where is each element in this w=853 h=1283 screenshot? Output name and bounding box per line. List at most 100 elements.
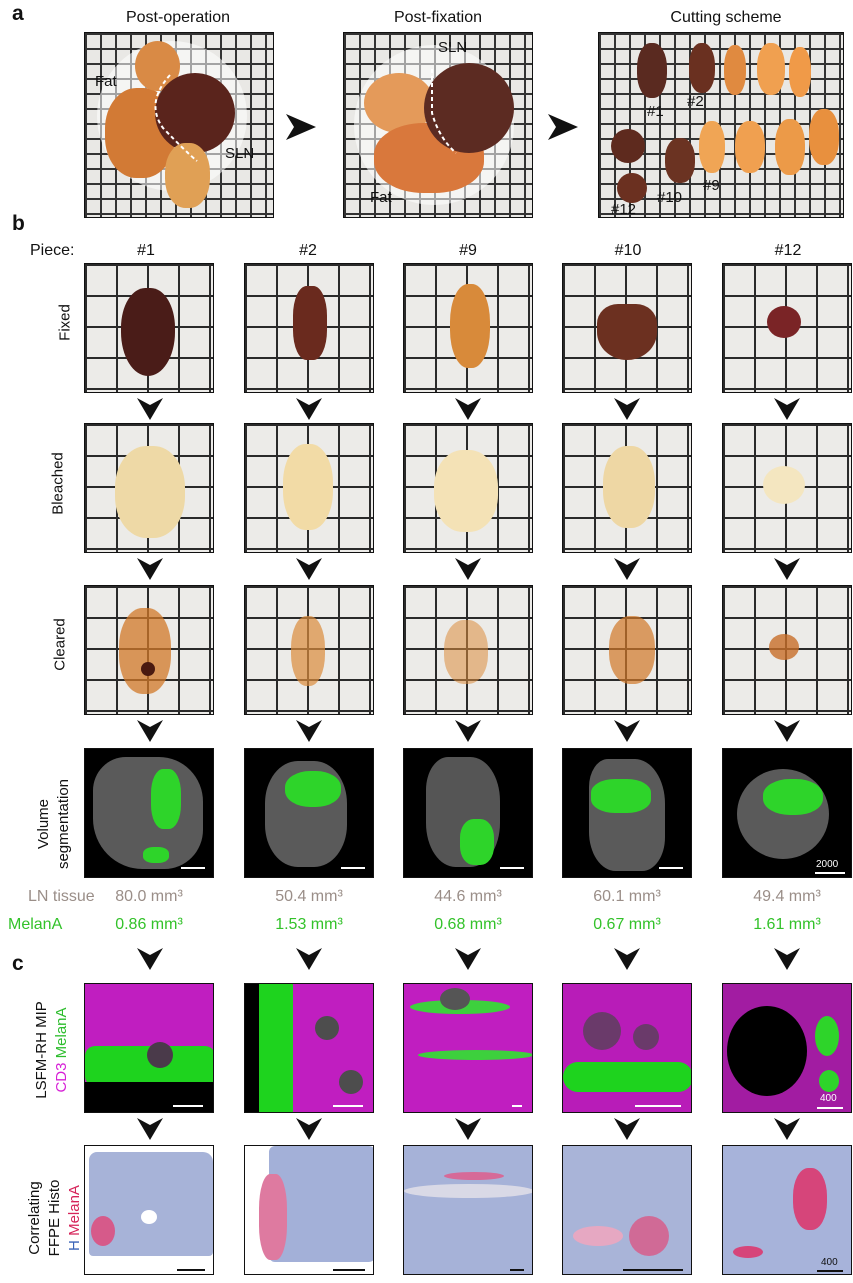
title-post-operation: Post-operation [125,9,231,26]
arrow-down-c1-12 [774,1118,800,1140]
ln-volume-10: 60.1 mm³ [593,888,661,905]
arrow-down-b1-2 [296,398,322,420]
row-label-segmentation: Volume segmentation [34,764,74,884]
title-cutting-scheme: Cutting scheme [670,9,782,26]
histo-label-line2: FFPE Histo [46,1179,63,1257]
label-cut-1: #1 [647,103,664,120]
segmentation-piece-10 [562,748,692,878]
melana-volume-2: 1.53 mm³ [275,916,343,933]
label-cut-9: #9 [703,177,720,194]
title-post-fixation: Post-fixation [393,9,483,26]
cleared-piece-10 [562,585,692,715]
lsfm-scale-label: 400 [820,1093,837,1104]
histo-melana-label: MelanA [66,1185,83,1236]
melana-volume-10: 0.67 mm³ [593,916,661,933]
label-cut-10: #10 [657,189,683,206]
row-label-segmentation-1: Volume [35,798,52,850]
arrow-down-b3-1 [137,720,163,742]
fixed-piece-9 [403,263,533,393]
arrow-down-b1-12 [774,398,800,420]
panel-b-letter: b [12,212,25,235]
lsfm-melana-label: MelanA [53,1007,70,1059]
panel-c-letter: c [12,952,24,975]
label-sln-2: SLN [438,39,468,56]
histo-piece-2 [244,1145,374,1275]
bleached-piece-2 [244,423,374,553]
arrow-down-b3-12 [774,720,800,742]
piece-label-9: #9 [459,242,477,259]
piece-label-12: #12 [774,242,802,259]
histo-piece-12: 400 [722,1145,852,1275]
arrow-down-c1-1 [137,1118,163,1140]
label-fat-2: Fat [370,189,392,206]
histo-piece-9 [403,1145,533,1275]
row-label-cleared: Cleared [51,618,69,671]
cleared-piece-9 [403,585,533,715]
arrow-down-b2-1 [137,558,163,580]
fixed-piece-2 [244,263,374,393]
histo-row-label: Correlating FFPE Histo H MelanA [25,1153,85,1283]
photo-post-operation: Fat SLN [84,32,274,218]
histo-piece-1 [84,1145,214,1275]
histo-label-line1: Correlating [26,1181,43,1255]
arrow-down-b2-12 [774,558,800,580]
photo-cutting-scheme: #1 #2 #9 #10 #12 [598,32,844,218]
label-sln-1: SLN [225,145,255,162]
label-fat-1: Fat [95,73,117,90]
lsfm-row-label: LSFM-RH MIP CD3 MelanA [32,985,72,1115]
lsfm-piece-9 [403,983,533,1113]
ln-volume-12: 49.4 mm³ [753,888,821,905]
segmentation-piece-12: 2000 [722,748,852,878]
melana-volume-9: 0.68 mm³ [434,916,502,933]
bleached-piece-9 [403,423,533,553]
arrow-down-b2-9 [455,558,481,580]
ln-tissue-label: LN tissue [28,888,95,905]
segmentation-scale-label: 2000 [816,859,839,870]
arrow-right-2 [548,114,578,140]
arrow-down-b2-2 [296,558,322,580]
segmentation-piece-9 [403,748,533,878]
arrow-down-b4-10 [614,948,640,970]
lsfm-piece-12: 400 [722,983,852,1113]
arrow-down-c1-9 [455,1118,481,1140]
lsfm-piece-2 [244,983,374,1113]
bleached-piece-1 [84,423,214,553]
arrow-down-c1-2 [296,1118,322,1140]
h-label: H [66,1240,83,1251]
lsfm-piece-10 [562,983,692,1113]
lsfm-piece-1 [84,983,214,1113]
arrow-down-b4-9 [455,948,481,970]
piece-label-1: #1 [137,242,155,259]
melana-volume-12: 1.61 mm³ [753,916,821,933]
arrow-down-b1-9 [455,398,481,420]
piece-label-10: #10 [614,242,642,259]
piece-prefix: Piece: [30,242,75,259]
arrow-down-b3-10 [614,720,640,742]
histo-piece-10 [562,1145,692,1275]
bleached-piece-10 [562,423,692,553]
arrow-down-b2-10 [614,558,640,580]
row-label-fixed: Fixed [56,304,74,341]
arrow-down-c1-10 [614,1118,640,1140]
segmentation-piece-2 [244,748,374,878]
melana-volume-1: 0.86 mm³ [115,916,183,933]
cleared-piece-1 [84,585,214,715]
arrow-right-1 [286,114,316,140]
arrow-down-b4-2 [296,948,322,970]
arrow-down-b1-1 [137,398,163,420]
fixed-piece-12 [722,263,852,393]
melana-label: MelanA [8,916,63,933]
arrow-down-b3-2 [296,720,322,742]
bleached-piece-12 [722,423,852,553]
fixed-piece-1 [84,263,214,393]
arrow-down-b3-9 [455,720,481,742]
segmentation-piece-1 [84,748,214,878]
row-label-segmentation-2: segmentation [55,778,72,870]
photo-post-fixation: SLN Fat [343,32,533,218]
fixed-piece-10 [562,263,692,393]
ln-volume-9: 44.6 mm³ [434,888,502,905]
cd3-label: CD3 [53,1062,70,1093]
piece-label-2: #2 [299,242,317,259]
histo-scale-label: 400 [821,1257,838,1268]
label-cut-12: #12 [611,201,637,218]
